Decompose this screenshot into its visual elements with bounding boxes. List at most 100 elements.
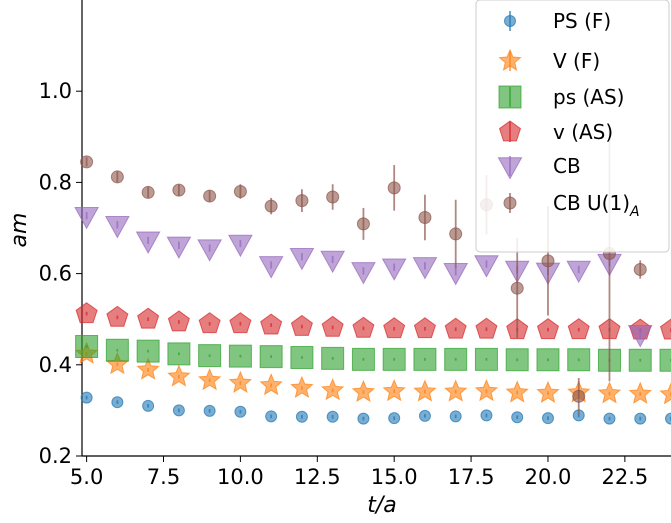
data-point <box>75 302 98 324</box>
data-point <box>351 379 376 403</box>
data-point <box>634 412 647 425</box>
data-point <box>412 257 438 280</box>
legend-label-subscript: A <box>629 204 640 220</box>
data-point <box>228 344 252 368</box>
data-point <box>567 318 590 340</box>
data-point <box>541 412 554 425</box>
axes: 5.0 7.5 10.0 12.5 15.0 17.5 20.0 22.5 0.2 0.4 0.6 0… <box>39 0 671 489</box>
data-point <box>80 391 93 404</box>
legend-label: V (F) <box>553 49 600 73</box>
data-point <box>290 346 314 370</box>
data-point <box>105 338 129 362</box>
data-point <box>142 399 155 412</box>
series-ps-as- <box>75 335 671 372</box>
data-point <box>665 412 671 425</box>
x-tick-label: 12.5 <box>294 465 341 489</box>
y-axis-label: am <box>7 213 32 248</box>
legend-marker <box>497 157 523 180</box>
legend-marker <box>498 48 522 71</box>
data-point <box>203 404 216 417</box>
data-point <box>141 185 155 199</box>
x-tick-label: 7.5 <box>147 465 180 489</box>
data-point <box>474 378 499 402</box>
y-tick-label: 1.0 <box>39 79 72 103</box>
data-point <box>413 317 436 339</box>
x-tick-label: 10.0 <box>217 465 264 489</box>
x-tick-label: 17.5 <box>448 465 495 489</box>
data-point <box>135 231 161 254</box>
data-point <box>627 325 653 348</box>
y-tick-label: 0.8 <box>39 170 72 194</box>
y-tick-label: 0.2 <box>39 444 72 468</box>
data-point <box>505 348 529 372</box>
legend-marker <box>504 15 516 27</box>
data-point <box>381 258 407 281</box>
legend-marker <box>498 120 522 142</box>
data-point <box>137 307 160 329</box>
data-point <box>536 318 560 340</box>
data-point <box>351 262 376 285</box>
data-point <box>480 409 493 422</box>
data-point <box>321 315 344 337</box>
data-point <box>351 347 375 371</box>
data-point <box>387 181 401 195</box>
data-point <box>264 199 278 213</box>
data-point <box>259 345 283 369</box>
data-point <box>228 234 253 258</box>
data-point <box>413 347 437 371</box>
data-point <box>444 347 468 371</box>
legend-label: v (AS) <box>553 120 613 144</box>
data-point <box>597 381 622 404</box>
data-point <box>198 312 221 334</box>
data-point <box>172 404 185 417</box>
data-point <box>659 348 671 372</box>
legend-label: CB <box>553 154 581 178</box>
x-tick-label: 15.0 <box>371 465 418 489</box>
x-tick-label: 20.0 <box>525 465 572 489</box>
data-point <box>167 310 190 332</box>
data-point <box>382 378 406 402</box>
data-point <box>320 378 345 401</box>
data-point <box>444 317 467 339</box>
series-cb-u-1-a <box>80 125 647 415</box>
data-point <box>444 379 468 402</box>
data-point <box>566 260 592 284</box>
data-point <box>233 185 247 199</box>
data-point <box>289 247 315 271</box>
data-point <box>628 381 652 404</box>
data-point <box>474 347 498 371</box>
y-tick-label: 0.6 <box>39 262 72 286</box>
x-axis-label: t/a <box>367 493 397 518</box>
data-point <box>258 256 284 279</box>
data-point <box>229 312 252 334</box>
data-point <box>136 339 160 363</box>
data-point <box>418 211 432 225</box>
data-point <box>110 170 124 184</box>
data-point <box>541 254 555 268</box>
x-tick-label: 5.0 <box>70 465 103 489</box>
data-point <box>321 346 345 370</box>
data-point <box>167 342 191 366</box>
data-point <box>536 348 560 372</box>
data-point <box>74 206 100 230</box>
data-point <box>203 189 217 203</box>
data-point <box>356 217 370 231</box>
data-point <box>320 250 346 274</box>
series-v-as- <box>75 302 671 340</box>
data-point <box>260 313 283 335</box>
data-point <box>659 318 671 340</box>
series-cb <box>74 206 653 348</box>
data-point <box>475 317 498 339</box>
data-point <box>197 367 222 391</box>
data-point <box>603 412 616 425</box>
data-point <box>172 183 186 197</box>
y-tick-label: 0.4 <box>39 353 72 377</box>
data-point <box>326 190 340 204</box>
data-point <box>449 410 462 423</box>
data-point <box>75 335 99 359</box>
data-point <box>104 216 130 239</box>
data-point <box>295 410 308 423</box>
data-point <box>234 405 247 418</box>
data-point <box>326 410 339 423</box>
